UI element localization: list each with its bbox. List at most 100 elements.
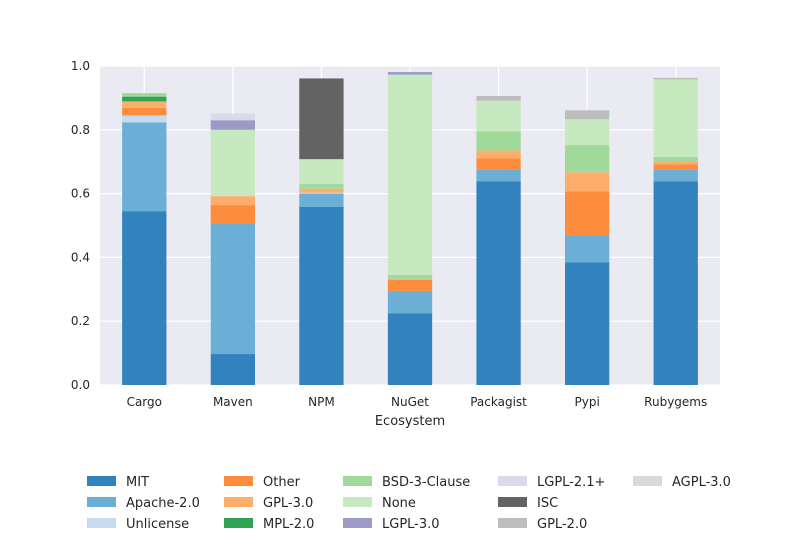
- bar-rubygems-gpl-3-0: [653, 161, 698, 165]
- bar-rubygems-apache-2-0: [653, 169, 698, 182]
- legend-label: MPL-2.0: [263, 517, 314, 532]
- bar-packagist-apache-2-0: [476, 169, 521, 182]
- legend-swatch: [633, 476, 662, 486]
- legend-swatch: [343, 518, 372, 528]
- legend-swatch: [343, 476, 372, 486]
- bar-nuget-apache-2-0: [387, 290, 433, 314]
- legend-item: LGPL-3.0: [343, 517, 440, 532]
- bar-nuget-bsd-3-clause: [387, 274, 433, 279]
- bar-npm-apache-2-0: [299, 193, 344, 207]
- bar-cargo-unlicense: [122, 115, 167, 123]
- legend-label: LGPL-2.1+: [537, 475, 605, 490]
- legend-item: GPL-3.0: [224, 496, 313, 511]
- bar-npm-mit: [299, 206, 344, 385]
- legend-item: Unlicense: [87, 517, 189, 532]
- legend-swatch: [87, 497, 116, 507]
- x-tick-label: Packagist: [470, 395, 527, 409]
- bar-pypi-gpl-3-0: [565, 172, 610, 192]
- x-tick-label: NPM: [308, 395, 335, 409]
- x-tick-label: Cargo: [127, 395, 162, 409]
- bar-packagist-bsd-3-clause: [476, 131, 521, 151]
- legend-label: BSD-3-Clause: [382, 475, 470, 490]
- bar-maven-none: [210, 129, 255, 197]
- bar-rubygems-bsd-3-clause: [653, 156, 698, 162]
- bar-cargo-apache-2-0: [122, 122, 167, 212]
- bar-npm-none: [299, 159, 344, 185]
- x-tick-label: Maven: [213, 395, 253, 409]
- bar-maven-lgpl-3-0: [210, 120, 255, 130]
- bar-cargo-mpl-2-0: [122, 96, 167, 102]
- bar-cargo-bsd-3-clause: [122, 93, 167, 97]
- bars: [122, 72, 698, 385]
- bar-rubygems-other: [653, 164, 698, 170]
- bar-rubygems-mit: [653, 181, 698, 385]
- legend-label: GPL-2.0: [537, 517, 587, 532]
- bar-rubygems-gpl-2-0: [653, 77, 698, 80]
- bar-nuget-lgpl-3-0: [387, 72, 433, 75]
- y-tick-label: 0.6: [71, 187, 90, 201]
- bar-maven-mit: [210, 354, 255, 385]
- x-tick-labels: Cargo Maven NPM NuGet Packagist Pypi Rubygems: [127, 395, 708, 409]
- x-tick-label: Rubygems: [644, 395, 707, 409]
- bar-npm-bsd-3-clause: [299, 184, 344, 189]
- legend-item: MIT: [87, 475, 149, 490]
- legend-item: Other: [224, 475, 301, 490]
- bar-pypi-gpl-2-0: [565, 110, 610, 120]
- y-tick-label: 0.2: [71, 314, 90, 328]
- y-tick-label: 1.0: [71, 59, 90, 73]
- legend-item: None: [343, 496, 416, 511]
- legend-label: GPL-3.0: [263, 496, 313, 511]
- y-tick-labels: 0.0 0.2 0.4 0.6 0.8 1.0: [71, 59, 90, 392]
- bar-npm-unlicense: [299, 192, 344, 194]
- legend-swatch: [498, 497, 527, 507]
- bar-pypi-apache-2-0: [565, 235, 610, 263]
- legend-label: ISC: [537, 496, 558, 511]
- bar-pypi-mit: [565, 262, 610, 385]
- legend: MIT Apache-2.0 Unlicense Other GPL-3.0 MPL-2.…: [87, 475, 731, 532]
- legend-item: BSD-3-Clause: [343, 475, 470, 490]
- bar-packagist-gpl-2-0: [476, 95, 521, 101]
- legend-label: Apache-2.0: [126, 496, 200, 511]
- legend-label: Unlicense: [126, 517, 189, 532]
- legend-item: ISC: [498, 496, 558, 511]
- legend-item: Apache-2.0: [87, 496, 200, 511]
- bar-maven-gpl-3-0: [210, 196, 255, 206]
- legend-swatch: [87, 476, 116, 486]
- y-tick-label: 0.4: [71, 250, 90, 264]
- bar-pypi-none: [565, 119, 610, 146]
- legend-item: LGPL-2.1+: [498, 475, 605, 490]
- bar-packagist-other: [476, 158, 521, 170]
- legend-item: MPL-2.0: [224, 517, 314, 532]
- legend-label: None: [382, 496, 416, 511]
- legend-item: AGPL-3.0: [633, 475, 731, 490]
- bar-npm-gpl-3-0: [299, 188, 344, 193]
- legend-swatch: [224, 497, 253, 507]
- bar-cargo-other: [122, 107, 167, 116]
- bar-packagist-none: [476, 100, 521, 132]
- x-axis-label: Ecosystem: [375, 414, 445, 429]
- legend-swatch: [224, 518, 253, 528]
- legend-label: Other: [263, 475, 301, 490]
- bar-packagist-gpl-3-0: [476, 150, 521, 159]
- legend-swatch: [87, 518, 116, 528]
- bar-maven-apache-2-0: [210, 223, 255, 355]
- legend-label: LGPL-3.0: [382, 517, 440, 532]
- legend-swatch: [498, 518, 527, 528]
- bar-nuget-mit: [387, 313, 433, 385]
- y-tick-label: 0.0: [71, 378, 90, 392]
- bar-nuget-none: [387, 74, 433, 275]
- bar-rubygems-none: [653, 79, 698, 157]
- bar-nuget-other: [387, 279, 433, 291]
- bar-packagist-mit: [476, 181, 521, 385]
- bar-pypi-bsd-3-clause: [565, 145, 610, 173]
- bar-cargo-gpl-3-0: [122, 101, 167, 108]
- legend-swatch: [498, 476, 527, 486]
- bar-npm-isc: [299, 78, 344, 160]
- bar-maven-lgpl-2-1-: [210, 113, 255, 121]
- legend-swatch: [224, 476, 253, 486]
- x-tick-label: NuGet: [391, 395, 429, 409]
- y-tick-label: 0.8: [71, 123, 90, 137]
- bar-maven-other: [210, 205, 255, 224]
- legend-item: GPL-2.0: [498, 517, 587, 532]
